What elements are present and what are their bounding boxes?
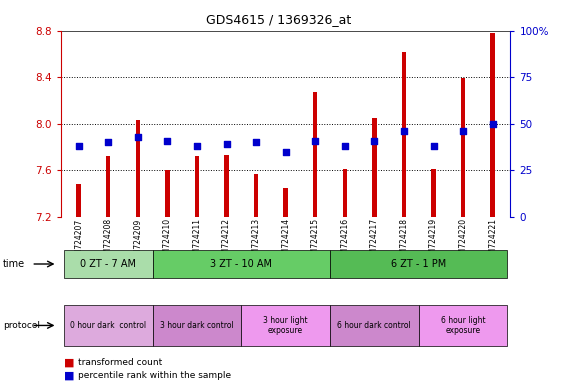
Text: GDS4615 / 1369326_at: GDS4615 / 1369326_at bbox=[206, 13, 351, 26]
Point bbox=[252, 139, 261, 146]
Point bbox=[193, 143, 202, 149]
Bar bbox=[165, 170, 169, 217]
Bar bbox=[372, 118, 376, 217]
Bar bbox=[284, 188, 288, 217]
Point bbox=[133, 134, 143, 140]
Bar bbox=[254, 174, 258, 217]
Text: transformed count: transformed count bbox=[78, 358, 162, 367]
Text: protocol: protocol bbox=[3, 321, 40, 330]
Text: 6 hour dark control: 6 hour dark control bbox=[338, 321, 411, 330]
Point bbox=[488, 121, 497, 127]
Bar bbox=[313, 93, 317, 217]
Bar bbox=[106, 156, 110, 217]
Text: percentile rank within the sample: percentile rank within the sample bbox=[78, 371, 231, 380]
Text: ■: ■ bbox=[64, 358, 74, 368]
Text: time: time bbox=[3, 259, 25, 269]
Point bbox=[399, 128, 408, 134]
Text: ■: ■ bbox=[64, 371, 74, 381]
Point bbox=[163, 137, 172, 144]
Bar bbox=[461, 78, 465, 217]
Bar bbox=[77, 184, 81, 217]
Bar bbox=[491, 33, 495, 217]
Bar bbox=[224, 155, 229, 217]
Point bbox=[369, 137, 379, 144]
Bar bbox=[136, 120, 140, 217]
Text: 3 hour dark control: 3 hour dark control bbox=[160, 321, 234, 330]
Text: 6 hour light
exposure: 6 hour light exposure bbox=[441, 316, 485, 335]
Point bbox=[74, 143, 84, 149]
Point bbox=[458, 128, 467, 134]
Text: 0 ZT - 7 AM: 0 ZT - 7 AM bbox=[80, 259, 136, 269]
Point bbox=[222, 141, 231, 147]
Text: 3 hour light
exposure: 3 hour light exposure bbox=[263, 316, 308, 335]
Bar bbox=[402, 52, 406, 217]
Bar bbox=[195, 156, 199, 217]
Point bbox=[104, 139, 113, 146]
Bar bbox=[432, 169, 436, 217]
Text: 0 hour dark  control: 0 hour dark control bbox=[70, 321, 146, 330]
Bar bbox=[343, 169, 347, 217]
Point bbox=[310, 137, 320, 144]
Text: 3 ZT - 10 AM: 3 ZT - 10 AM bbox=[211, 259, 272, 269]
Point bbox=[281, 149, 290, 155]
Text: 6 ZT - 1 PM: 6 ZT - 1 PM bbox=[391, 259, 447, 269]
Point bbox=[340, 143, 349, 149]
Point bbox=[429, 143, 438, 149]
